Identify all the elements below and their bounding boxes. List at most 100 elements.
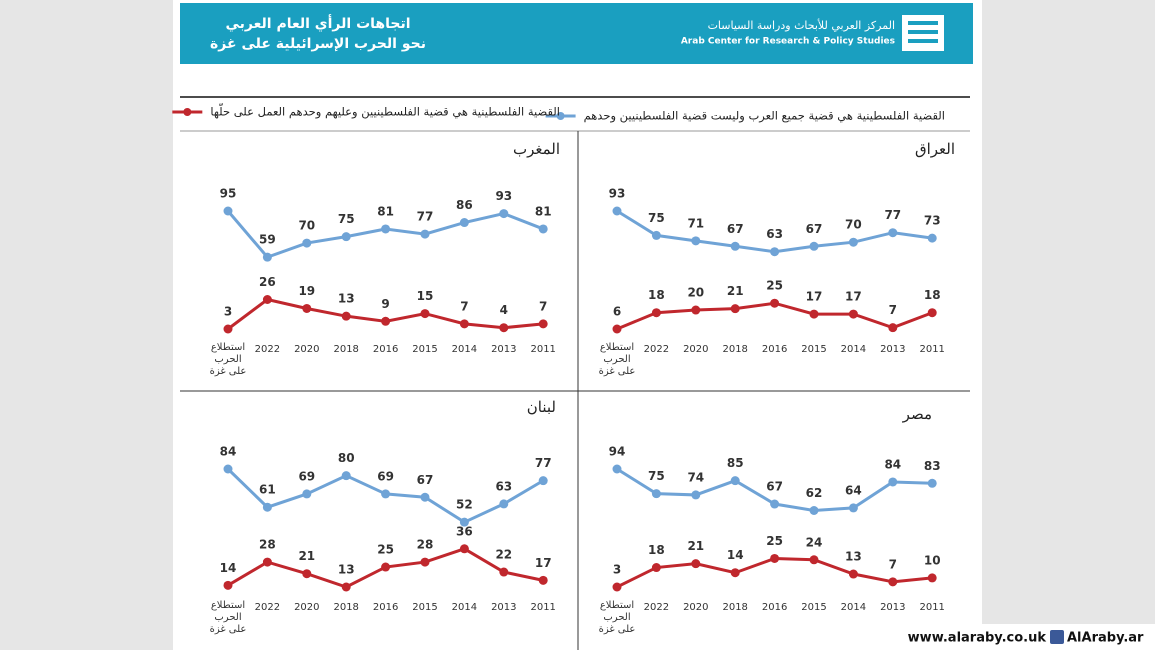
data-label: 25 xyxy=(766,534,783,548)
data-label: 85 xyxy=(727,456,744,470)
data-label: 63 xyxy=(495,479,512,493)
data-point xyxy=(612,206,622,216)
legend-marker xyxy=(556,112,565,120)
data-label: 61 xyxy=(259,483,276,497)
data-point xyxy=(848,309,858,319)
data-point xyxy=(499,209,509,219)
x-tick-label: استطلاع الحرب على غزة xyxy=(209,600,247,635)
data-point xyxy=(730,568,740,578)
data-label: 69 xyxy=(298,469,315,483)
data-point xyxy=(651,489,661,499)
header-title: نحو الحرب الإسرائيلية على غزة xyxy=(210,36,426,52)
data-point xyxy=(381,224,391,234)
data-label: 64 xyxy=(845,483,862,497)
data-label: 7 xyxy=(889,303,897,317)
data-point xyxy=(420,492,430,502)
chart-title: العراق xyxy=(915,140,955,158)
data-point xyxy=(888,477,898,487)
x-tick-label: 2022 xyxy=(255,344,280,355)
chart-title: لبنان xyxy=(527,398,556,416)
data-point xyxy=(651,230,661,240)
x-tick-label: 2022 xyxy=(644,602,669,613)
data-point xyxy=(420,229,430,239)
data-label: 28 xyxy=(417,538,434,552)
data-point xyxy=(459,517,469,527)
x-tick-label: 2016 xyxy=(762,602,787,613)
data-label: 17 xyxy=(845,290,862,304)
data-label: 70 xyxy=(298,219,315,233)
data-label: 75 xyxy=(338,212,355,226)
data-point xyxy=(927,573,937,583)
data-point xyxy=(809,555,819,565)
x-tick-label: استطلاع الحرب على غزة xyxy=(598,600,636,635)
x-tick-label: 2013 xyxy=(880,344,905,355)
data-point xyxy=(612,324,622,334)
x-tick-label: 2015 xyxy=(412,602,437,613)
x-tick-label: 2020 xyxy=(294,344,319,355)
data-point xyxy=(341,471,351,481)
data-label: 86 xyxy=(456,198,473,212)
data-label: 3 xyxy=(224,305,232,319)
x-tick-label: 2018 xyxy=(333,602,358,613)
data-label: 13 xyxy=(338,292,355,306)
x-tick-label: 2014 xyxy=(841,344,866,355)
data-label: 24 xyxy=(806,535,823,549)
data-label: 52 xyxy=(456,498,473,512)
social-icon xyxy=(1050,630,1064,644)
x-tick-label: 2022 xyxy=(255,602,280,613)
data-label: 67 xyxy=(806,222,823,236)
data-point xyxy=(927,308,937,318)
data-point xyxy=(809,241,819,251)
data-label: 18 xyxy=(924,288,941,302)
data-label: 14 xyxy=(220,561,237,575)
x-tick-label: 2015 xyxy=(412,344,437,355)
data-point xyxy=(223,206,233,216)
data-label: 22 xyxy=(495,548,512,562)
data-label: 84 xyxy=(220,445,237,459)
data-point xyxy=(341,582,351,592)
org-name-en: Arab Center for Research & Policy Studie… xyxy=(681,37,895,47)
data-label: 74 xyxy=(687,470,704,484)
data-label: 73 xyxy=(924,214,941,228)
logo-detail xyxy=(908,30,938,34)
data-point xyxy=(459,544,469,554)
data-point xyxy=(848,569,858,579)
data-label: 26 xyxy=(259,275,276,289)
x-tick-label: 2011 xyxy=(530,602,555,613)
data-point xyxy=(538,476,548,486)
data-point xyxy=(888,577,898,587)
data-label: 83 xyxy=(924,459,941,473)
data-label: 75 xyxy=(648,211,665,225)
x-tick-label: استطلاع الحرب على غزة xyxy=(210,342,247,377)
data-label: 20 xyxy=(687,286,704,300)
data-point xyxy=(341,232,351,242)
data-label: 17 xyxy=(806,290,823,304)
data-label: 7 xyxy=(889,557,897,571)
data-label: 15 xyxy=(417,289,434,303)
data-label: 21 xyxy=(298,549,315,563)
data-point xyxy=(262,295,272,304)
data-point xyxy=(341,311,351,321)
data-label: 21 xyxy=(727,284,744,298)
data-point xyxy=(809,505,819,515)
data-label: 81 xyxy=(535,204,552,218)
data-point xyxy=(223,464,233,474)
data-point xyxy=(262,252,272,262)
x-tick-label: 2020 xyxy=(294,602,319,613)
data-point xyxy=(927,478,937,488)
x-tick-label: 2016 xyxy=(762,344,787,355)
x-tick-label: 2018 xyxy=(722,344,747,355)
data-point xyxy=(381,489,391,499)
x-tick-label: استطلاع الحرب على غزة xyxy=(598,600,636,635)
data-label: 70 xyxy=(845,218,862,232)
x-tick-label: 2016 xyxy=(373,602,398,613)
data-label: 13 xyxy=(338,563,355,577)
footer-site: www.alaraby.co.uk xyxy=(908,631,1047,646)
x-tick-label: 2011 xyxy=(530,344,555,355)
data-label: 71 xyxy=(687,216,704,230)
data-point xyxy=(499,323,509,333)
data-point xyxy=(499,567,509,577)
data-label: 25 xyxy=(766,279,783,293)
data-point xyxy=(770,298,780,308)
data-label: 77 xyxy=(884,208,901,222)
